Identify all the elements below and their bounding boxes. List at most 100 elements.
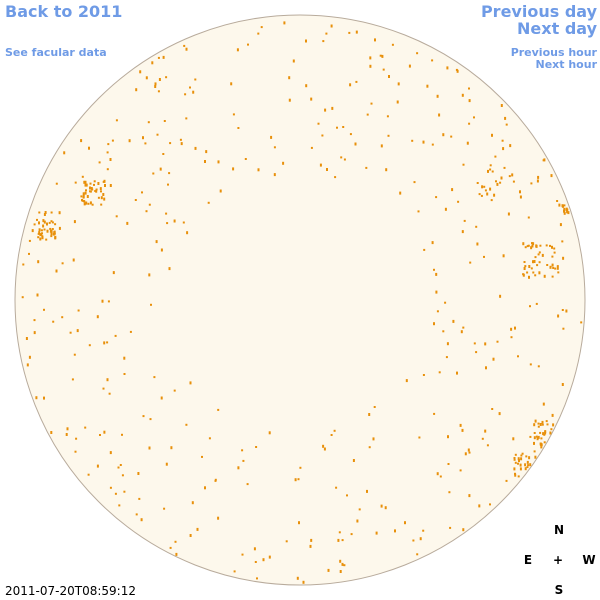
facular-dot [542, 159, 545, 162]
facular-dot [412, 539, 415, 542]
facular-dot [499, 294, 502, 298]
facular-dot [538, 261, 541, 264]
previous-day-link[interactable]: Previous day [481, 2, 598, 21]
facular-dot [297, 478, 300, 481]
facular-dot [537, 175, 540, 179]
facular-dot [436, 310, 439, 313]
facular-dot [540, 446, 543, 449]
facular-dot [58, 211, 61, 215]
facular-dot [567, 211, 570, 215]
facular-dot [139, 70, 142, 74]
facular-dot [522, 273, 525, 277]
facular-dot [352, 459, 355, 462]
facular-dot [561, 204, 564, 208]
facular-dot [404, 521, 406, 525]
facular-dot [346, 494, 348, 497]
facular-dot [309, 544, 312, 548]
facular-dot [179, 138, 182, 141]
facular-dot [173, 219, 176, 223]
facular-dot [368, 446, 371, 449]
next-hour-link[interactable]: Next hour [536, 58, 598, 71]
facular-dot [449, 526, 452, 529]
facular-dot [50, 235, 53, 238]
compass-east: E [524, 553, 532, 567]
facular-dot [117, 466, 120, 469]
facular-dot [183, 44, 186, 47]
facular-dot [148, 273, 151, 277]
facular-dot [157, 56, 160, 59]
facular-dot [493, 193, 496, 197]
facular-dot [382, 68, 385, 71]
facular-dot [533, 441, 535, 445]
facular-dot [256, 577, 258, 580]
facular-dot [268, 431, 271, 435]
facular-dot [42, 224, 45, 228]
back-link[interactable]: Back to 2011 [5, 2, 122, 21]
facular-dot [336, 126, 338, 129]
facular-dot [396, 100, 399, 104]
facular-dot [325, 32, 328, 35]
facular-dot [532, 260, 534, 264]
facular-dot [468, 451, 471, 454]
facular-dot [89, 186, 91, 190]
facular-dot [478, 193, 481, 196]
facular-dot [546, 423, 549, 426]
facular-dot [254, 561, 257, 563]
facular-dot [305, 84, 308, 88]
facular-dot [551, 413, 554, 417]
facular-dot [552, 423, 555, 427]
facular-dot [95, 189, 98, 193]
facular-dot [537, 365, 540, 368]
facular-dot [539, 431, 542, 434]
next-day-link[interactable]: Next day [517, 19, 598, 38]
facular-dot [559, 223, 562, 227]
facular-dot [38, 231, 41, 235]
compass-west: W [582, 553, 595, 567]
facular-dot [539, 244, 542, 247]
facular-dot [527, 216, 530, 219]
facular-dot [533, 450, 536, 453]
facular-dot [562, 205, 564, 208]
facular-dot [112, 271, 115, 275]
facular-dot [182, 221, 185, 224]
facular-dot [552, 267, 555, 269]
facular-dot [45, 238, 48, 241]
facular-link[interactable]: See facular data [5, 46, 107, 59]
facular-dot [558, 203, 561, 207]
facular-dot [379, 54, 382, 57]
facular-dot [561, 309, 564, 311]
facular-dot [162, 153, 165, 155]
facular-dot [459, 469, 462, 472]
facular-dot [189, 534, 192, 537]
facular-dot [163, 507, 166, 510]
facular-dot [517, 457, 520, 461]
facular-dot [180, 142, 183, 146]
facular-dot [514, 461, 517, 464]
facular-dot [540, 437, 543, 440]
facular-dot [334, 176, 337, 179]
facular-dot [551, 263, 554, 267]
facular-dot [385, 168, 388, 172]
facular-dot [411, 139, 414, 142]
facular-dot [561, 383, 564, 386]
facular-dot [73, 353, 76, 356]
facular-dot [431, 143, 434, 146]
facular-dot [111, 139, 114, 142]
facular-dot [533, 436, 536, 440]
facular-dot [165, 76, 168, 79]
facular-dot [514, 473, 517, 477]
facular-dot [501, 139, 504, 142]
facular-dot [519, 467, 522, 471]
facular-dot [484, 189, 487, 192]
facular-dot [505, 479, 508, 482]
facular-dot [107, 300, 110, 303]
facular-dot [433, 268, 435, 271]
facular-dot [28, 355, 31, 359]
previous-hour-link[interactable]: Previous hour [511, 46, 598, 59]
facular-dot [422, 374, 425, 376]
facular-dot [528, 275, 530, 279]
facular-dot [536, 264, 539, 267]
facular-dot [61, 316, 64, 319]
facular-dot [49, 227, 52, 230]
facular-dot [500, 176, 503, 180]
